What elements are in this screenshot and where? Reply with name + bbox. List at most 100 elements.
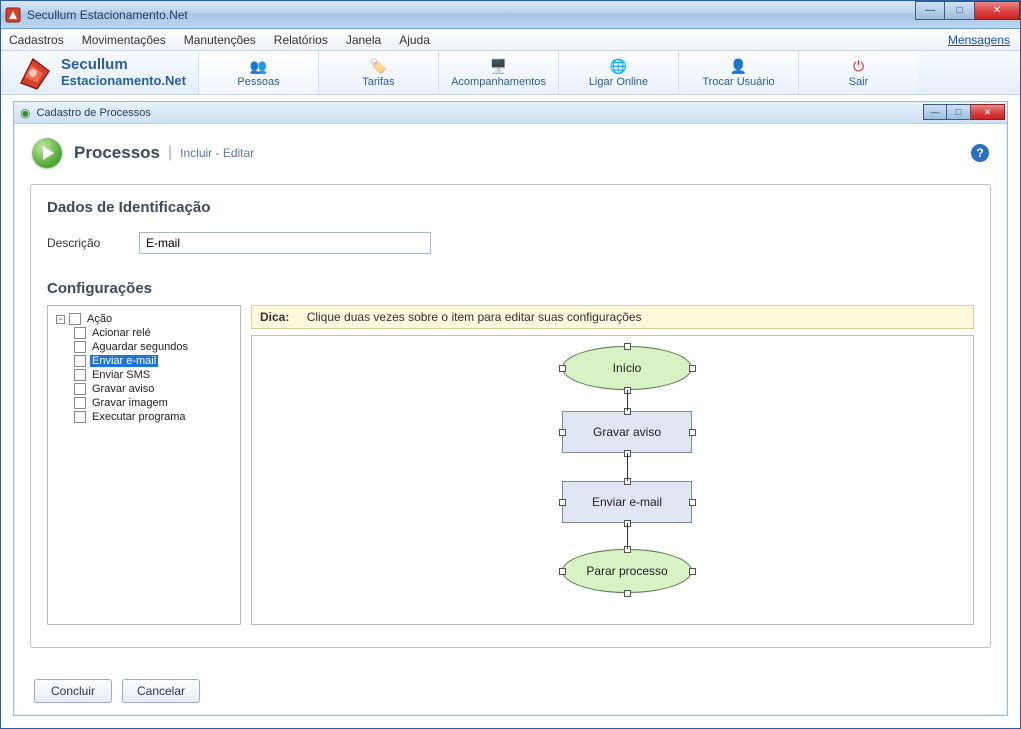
brand-line1: Secullum — [61, 57, 186, 74]
resize-handle[interactable] — [689, 499, 696, 506]
tree-checkbox[interactable] — [74, 341, 86, 353]
outer-window-controls: — □ ✕ — [915, 1, 1020, 20]
tree-expander-icon[interactable]: − — [56, 315, 65, 324]
tree-item[interactable]: Executar programa — [72, 410, 234, 424]
people-icon: 👥 — [250, 58, 267, 76]
brand-logo-icon — [13, 55, 53, 91]
tarifas-icon: 🏷️ — [370, 58, 387, 76]
toolbar-pessoas-label: Pessoas — [237, 76, 279, 88]
flow-process-node[interactable]: Gravar aviso — [562, 411, 692, 453]
tree-checkbox[interactable] — [74, 383, 86, 395]
inner-window-title: Cadastro de Processos — [36, 107, 150, 119]
toolbar-trocar-usuario[interactable]: 👤 Trocar Usuário — [678, 51, 798, 94]
descricao-row: Descrição — [47, 232, 974, 254]
tree-item-label[interactable]: Acionar relé — [90, 327, 153, 339]
help-icon[interactable]: ? — [971, 144, 989, 162]
inner-minimize-button[interactable]: — — [923, 104, 947, 120]
tree-item-label[interactable]: Enviar e-mail — [90, 355, 158, 367]
hint-label: Dica: — [260, 310, 289, 324]
page-title-divider: | — [168, 144, 172, 162]
tree-checkbox[interactable] — [74, 369, 86, 381]
flow-node-label: Parar processo — [586, 564, 667, 578]
page-header: Processos | Incluir - Editar ? — [14, 124, 1007, 180]
globe-icon: 🌐 — [610, 58, 627, 76]
toolbar-pessoas[interactable]: 👥 Pessoas — [198, 51, 318, 94]
minimize-button[interactable]: — — [915, 1, 945, 20]
outer-window: Secullum Estacionamento.Net — □ ✕ Cadast… — [0, 0, 1021, 729]
tree-item[interactable]: Enviar SMS — [72, 368, 234, 382]
footer-buttons: Concluir Cancelar — [34, 679, 200, 703]
tree-item[interactable]: Aguardar segundos — [72, 340, 234, 354]
menu-janela[interactable]: Janela — [346, 33, 381, 47]
flow-node-label: Início — [613, 361, 642, 375]
concluir-button[interactable]: Concluir — [34, 679, 112, 703]
tree-item-label[interactable]: Executar programa — [90, 411, 188, 423]
maximize-button[interactable]: □ — [945, 1, 975, 20]
section-config-title: Configurações — [47, 280, 974, 297]
page-subtitle: Incluir - Editar — [180, 146, 254, 160]
resize-handle[interactable] — [559, 499, 566, 506]
resize-handle[interactable] — [624, 343, 631, 350]
tree-checkbox[interactable] — [74, 327, 86, 339]
resize-handle[interactable] — [559, 429, 566, 436]
resize-handle[interactable] — [689, 365, 696, 372]
outer-window-title: Secullum Estacionamento.Net — [27, 8, 188, 22]
tree-root-node[interactable]: − Ação — [54, 312, 234, 326]
resize-handle[interactable] — [624, 590, 631, 597]
tree-item[interactable]: Gravar imagem — [72, 396, 234, 410]
tree-checkbox[interactable] — [74, 411, 86, 423]
toolbar-ligar-online[interactable]: 🌐 Ligar Online — [558, 51, 678, 94]
toolbar-sair[interactable]: ⏻ Sair — [798, 51, 918, 94]
flow-connector — [627, 523, 628, 549]
resize-handle[interactable] — [559, 365, 566, 372]
tree-item[interactable]: Gravar aviso — [72, 382, 234, 396]
section-identificacao-title: Dados de Identificação — [47, 199, 974, 216]
flow-process-node[interactable]: Enviar e-mail — [562, 481, 692, 523]
toolbar-tarifas-label: Tarifas — [362, 76, 394, 88]
tree-item-label[interactable]: Aguardar segundos — [90, 341, 190, 353]
inner-close-button[interactable]: ✕ — [971, 104, 1005, 120]
menu-movimentacoes[interactable]: Movimentações — [82, 33, 166, 47]
descricao-input[interactable] — [139, 232, 431, 254]
hint-bar: Dica: Clique duas vezes sobre o item par… — [251, 305, 974, 329]
brand-logo-box: Secullum Estacionamento.Net — [1, 55, 198, 91]
action-tree: − Ação Acionar relé Aguardar segundos Envi… — [54, 312, 234, 424]
tree-checkbox[interactable] — [69, 313, 81, 325]
flow-terminal-node[interactable]: Início — [562, 346, 692, 390]
menu-ajuda[interactable]: Ajuda — [399, 33, 430, 47]
main-toolbar: 👥 Pessoas 🏷️ Tarifas 🖥️ Acompanhamentos … — [198, 51, 918, 94]
tree-item[interactable]: Acionar relé — [72, 326, 234, 340]
resize-handle[interactable] — [689, 429, 696, 436]
close-button[interactable]: ✕ — [975, 1, 1020, 20]
inner-titlebar: ◉ Cadastro de Processos — □ ✕ — [14, 102, 1007, 124]
tree-root-label[interactable]: Ação — [85, 313, 114, 325]
mensagens-link[interactable]: Mensagens — [948, 33, 1010, 47]
descricao-label: Descrição — [47, 236, 139, 250]
menu-manutencoes[interactable]: Manutenções — [184, 33, 256, 47]
page-title: Processos — [74, 143, 160, 163]
brand-toolbar-row: Secullum Estacionamento.Net 👥 Pessoas 🏷️… — [1, 51, 1020, 95]
config-right-column: Dica: Clique duas vezes sobre o item par… — [251, 305, 974, 625]
cancelar-button[interactable]: Cancelar — [122, 679, 200, 703]
resize-handle[interactable] — [689, 568, 696, 575]
tree-item[interactable]: Enviar e-mail — [72, 354, 234, 368]
tree-item-label[interactable]: Enviar SMS — [90, 369, 152, 381]
menu-cadastros[interactable]: Cadastros — [9, 33, 64, 47]
inner-window: ◉ Cadastro de Processos — □ ✕ Processos … — [13, 101, 1008, 716]
tree-item-label[interactable]: Gravar aviso — [90, 383, 156, 395]
flow-node-label: Gravar aviso — [593, 425, 661, 439]
flowchart-canvas[interactable]: Início Gravar aviso Enviar e-mail Parar pro… — [251, 335, 974, 625]
monitor-icon: 🖥️ — [490, 58, 507, 76]
outer-titlebar: Secullum Estacionamento.Net — □ ✕ — [1, 1, 1020, 29]
toolbar-acompanhamentos[interactable]: 🖥️ Acompanhamentos — [438, 51, 558, 94]
inner-maximize-button[interactable]: □ — [947, 104, 971, 120]
menu-relatorios[interactable]: Relatórios — [274, 33, 328, 47]
action-tree-panel: − Ação Acionar relé Aguardar segundos Envi… — [47, 305, 241, 625]
flow-terminal-node[interactable]: Parar processo — [562, 549, 692, 593]
tree-checkbox[interactable] — [74, 397, 86, 409]
resize-handle[interactable] — [559, 568, 566, 575]
brand-line2: Estacionamento.Net — [61, 74, 186, 88]
tree-item-label[interactable]: Gravar imagem — [90, 397, 170, 409]
toolbar-tarifas[interactable]: 🏷️ Tarifas — [318, 51, 438, 94]
tree-checkbox[interactable] — [74, 355, 86, 367]
